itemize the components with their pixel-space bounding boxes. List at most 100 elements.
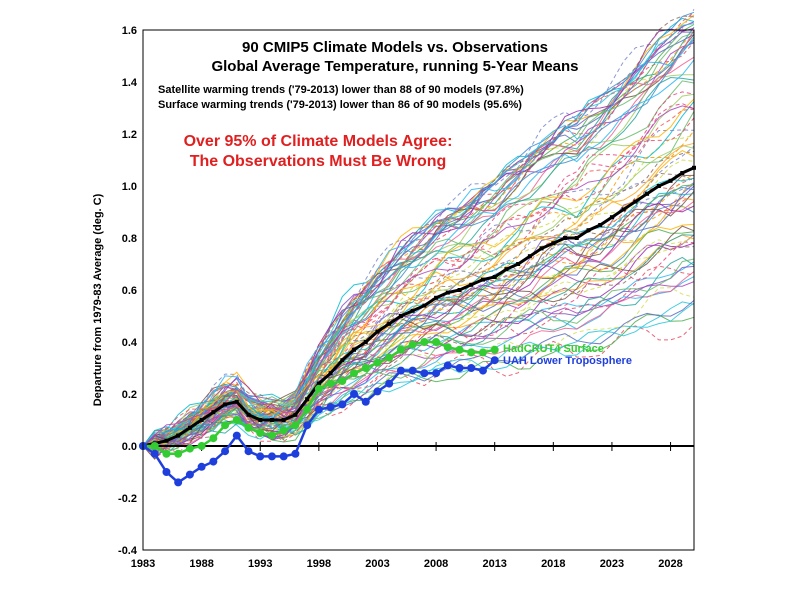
ensemble-mean-point	[199, 418, 204, 422]
hadcrut4-point	[443, 343, 452, 352]
ensemble-mean-point	[609, 215, 614, 220]
y-tick-label: 0.0	[122, 441, 137, 453]
uah-point	[467, 364, 476, 372]
model-run-line	[142, 177, 695, 447]
x-tick-label: 2023	[600, 558, 624, 570]
headline-line2: The Observations Must Be Wrong	[190, 153, 447, 170]
x-tick-label: 2013	[482, 558, 506, 570]
uah-label: UAH Lower Troposphere	[503, 355, 632, 367]
model-run-line	[142, 59, 695, 447]
model-run-line	[142, 14, 695, 447]
ensemble-mean-point	[187, 425, 192, 430]
model-run-line	[142, 186, 695, 447]
hadcrut4-point	[432, 338, 441, 346]
uah-point	[150, 449, 159, 458]
uah-point	[361, 397, 370, 406]
ensemble-mean-point	[234, 399, 239, 404]
uah-point	[267, 452, 276, 461]
hadcrut4-point	[455, 345, 464, 354]
ensemble-mean-point	[516, 262, 521, 266]
ensemble-mean-point	[246, 412, 251, 417]
uah-point	[490, 356, 499, 365]
surface-trend-note: Surface warming trends ('79-2013) lower …	[158, 99, 522, 111]
y-tick-label: 1.4	[122, 77, 138, 89]
model-run-line	[142, 130, 695, 447]
model-run-line	[142, 150, 695, 447]
y-axis-tick-labels: -0.4 -0.2 0.0 0.2 0.4 0.6 0.8 1.0 1.2 1.4 1.6	[118, 25, 138, 557]
model-run-line	[142, 234, 695, 450]
hadcrut4-point	[350, 369, 359, 378]
hadcrut4-point	[244, 423, 253, 432]
y-tick-label: 1.0	[122, 181, 137, 193]
hadcrut4-point	[197, 442, 206, 450]
y-tick-label: 1.6	[122, 25, 137, 37]
hadcrut4-point	[174, 449, 183, 458]
ensemble-mean-point	[269, 418, 274, 422]
hadcrut4-point	[162, 449, 171, 458]
ensemble-mean-point	[293, 412, 298, 417]
uah-point	[408, 366, 417, 375]
observations	[139, 338, 499, 487]
y-tick-label: -0.2	[118, 493, 137, 505]
uah-point	[326, 403, 335, 411]
ensemble-mean-point	[281, 418, 286, 422]
ensemble-mean-point	[176, 433, 181, 438]
y-tick-label: -0.4	[118, 545, 138, 557]
uah-point	[455, 364, 464, 372]
model-run-line	[142, 108, 695, 447]
ensemble-mean-point	[387, 321, 392, 326]
uah-point	[303, 421, 312, 430]
ensemble-mean-point	[422, 303, 427, 308]
ensemble-mean-point	[340, 358, 345, 363]
uah-point	[350, 390, 359, 398]
ensemble-mean-point	[457, 288, 462, 292]
headline-line1: Over 95% of Climate Models Agree:	[184, 133, 453, 150]
y-tick-label: 0.8	[122, 233, 137, 245]
ensemble-mean-point	[586, 228, 591, 233]
uah-point	[291, 449, 300, 458]
ensemble-mean-point	[445, 290, 450, 295]
ensemble-mean-point	[211, 410, 216, 415]
hadcrut4-point	[185, 444, 194, 453]
model-run-line	[142, 117, 695, 447]
uah-point	[396, 366, 405, 375]
hadcrut4-point	[303, 405, 312, 414]
ensemble-mean-point	[363, 340, 368, 344]
uah-point	[338, 400, 347, 409]
ensemble-mean-point	[598, 223, 603, 227]
uah-point	[244, 447, 253, 456]
ensemble-mean-point	[621, 207, 626, 212]
model-run-line	[142, 27, 695, 447]
model-run-line	[142, 129, 695, 447]
model-run-line	[142, 256, 695, 451]
uah-point	[174, 478, 183, 487]
x-tick-label: 1993	[248, 558, 272, 570]
uah-point	[385, 379, 394, 388]
uah-point	[162, 468, 171, 476]
model-run-line	[142, 200, 695, 447]
chart-title-line2: Global Average Temperature, running 5-Ye…	[211, 58, 578, 75]
satellite-trend-note: Satellite warming trends ('79-2013) lowe…	[158, 84, 524, 96]
ensemble-mean-point	[656, 184, 661, 188]
model-ensemble-mean	[141, 165, 696, 448]
ensemble-mean-point	[574, 236, 579, 240]
model-run-line	[142, 300, 695, 447]
x-tick-label: 2008	[424, 558, 448, 570]
x-tick-label: 2018	[541, 558, 565, 570]
ensemble-mean-point	[469, 282, 474, 287]
hadcrut4-point	[396, 345, 405, 354]
uah-point	[373, 387, 382, 396]
hadcrut4-point	[232, 416, 241, 424]
model-run-line	[142, 31, 695, 453]
model-run-line	[142, 9, 695, 447]
hadcrut4-point	[467, 348, 476, 357]
hadcrut4-point	[490, 345, 499, 354]
uah-point	[185, 470, 194, 479]
x-tick-label: 1983	[131, 558, 155, 570]
ensemble-mean-point	[539, 246, 544, 251]
model-run-line	[142, 190, 695, 447]
hadcrut4-point	[373, 358, 382, 367]
hadcrut4-point	[314, 384, 323, 393]
uah-point	[232, 431, 241, 440]
uah-point	[432, 369, 441, 378]
